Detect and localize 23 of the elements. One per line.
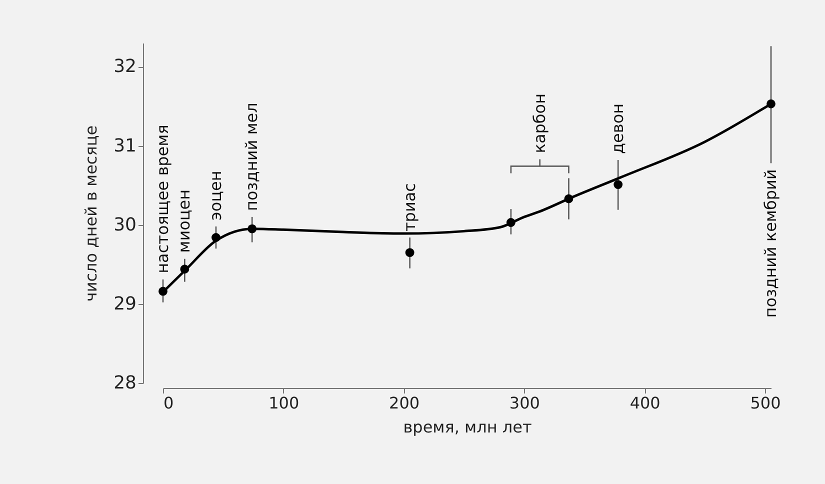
annotation: карбон bbox=[530, 93, 549, 154]
x-tick-label: 300 bbox=[509, 394, 540, 412]
annotation: эоцен bbox=[206, 170, 225, 220]
annotation: триас bbox=[400, 183, 419, 232]
x-axis-title: время, млн лет bbox=[403, 418, 532, 436]
annotation: поздний кембрий bbox=[761, 169, 780, 318]
point bbox=[405, 248, 414, 257]
x-tick-label: 400 bbox=[630, 394, 660, 412]
annotation: девон bbox=[608, 103, 628, 154]
x-tick-label: 100 bbox=[268, 394, 300, 412]
y-tick-label: 32 bbox=[114, 56, 136, 78]
x-tick-label: 500 bbox=[750, 394, 781, 412]
annotation: настоящее время bbox=[153, 124, 172, 274]
y-tick-label: 31 bbox=[114, 135, 136, 156]
y-tick-label: 29 bbox=[114, 293, 136, 314]
y-tick-label: 30 bbox=[114, 214, 136, 236]
annotation: миоцен bbox=[174, 189, 194, 253]
y-tick-label: 28 bbox=[114, 372, 136, 394]
annotation: поздний мел bbox=[242, 102, 262, 211]
y-axis-title: число дней в месяце bbox=[82, 125, 101, 302]
x-tick-label: 200 bbox=[389, 394, 420, 412]
point bbox=[614, 180, 623, 189]
x-tick-label: 0 bbox=[164, 394, 174, 412]
